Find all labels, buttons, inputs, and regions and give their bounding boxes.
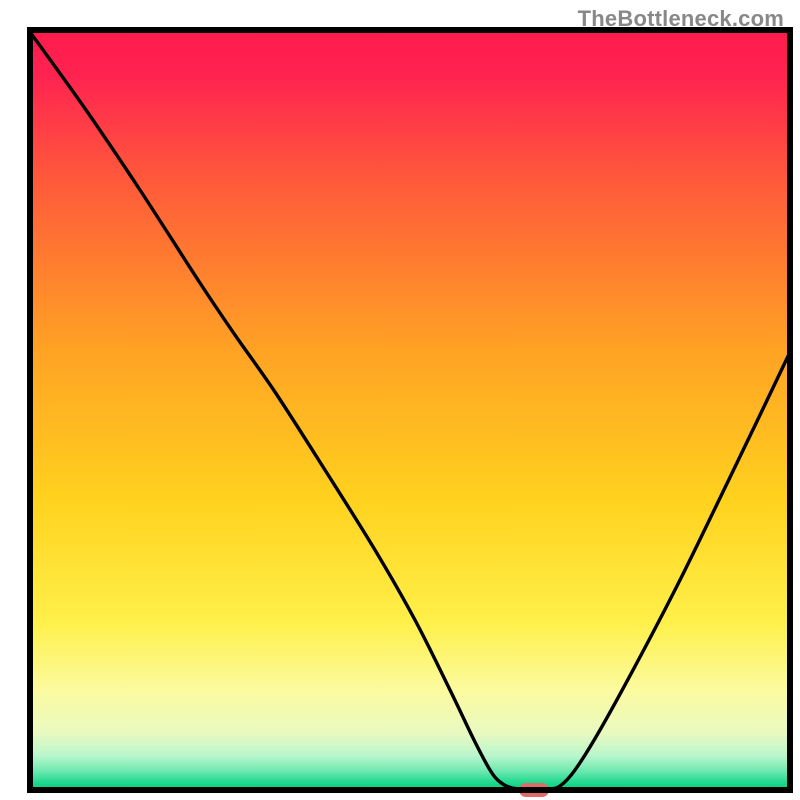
plot-background <box>30 30 790 790</box>
bottleneck-curve-chart <box>0 0 800 800</box>
chart-stage: TheBottleneck.com <box>0 0 800 800</box>
